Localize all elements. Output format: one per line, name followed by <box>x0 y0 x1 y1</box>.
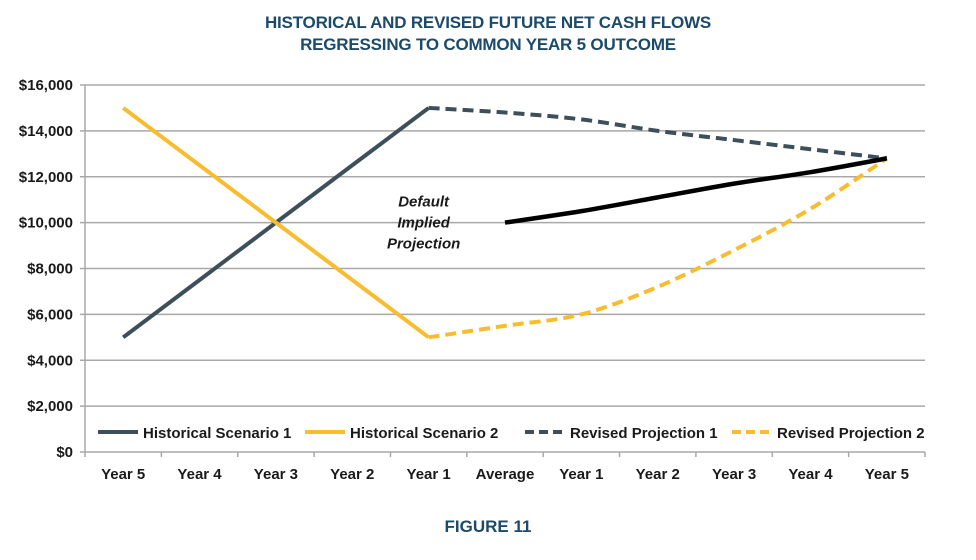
y-tick-label: $8,000 <box>27 261 73 278</box>
legend-label: Revised Projection 2 <box>777 425 925 442</box>
series-line-revised-projection-2 <box>428 156 888 340</box>
legend-label: Historical Scenario 1 <box>143 425 291 442</box>
legend: Historical Scenario 1 Historical Scenario… <box>98 425 925 442</box>
annotations: Default Implied Projection <box>387 194 460 253</box>
y-tick-label: $2,000 <box>27 398 73 415</box>
x-tick-label: Year 1 <box>559 466 603 483</box>
legend-item: Historical Scenario 2 <box>305 425 498 442</box>
x-tick-label: Year 4 <box>788 466 833 483</box>
annotation-text-line: Projection <box>387 236 460 253</box>
x-tick-label: Year 1 <box>407 466 451 483</box>
legend-item: Revised Projection 1 <box>525 425 718 442</box>
x-tick-label: Year 5 <box>101 466 145 483</box>
legend-item: Revised Projection 2 <box>732 425 925 442</box>
x-tick-label: Average <box>476 466 535 483</box>
y-tick-label: $16,000 <box>19 77 73 94</box>
annotation-text-line: Default <box>398 194 450 211</box>
annotation-text-line: Implied <box>397 215 450 232</box>
legend-label: Revised Projection 1 <box>570 425 718 442</box>
y-tick-label: $14,000 <box>19 123 73 140</box>
x-tick-label: Year 2 <box>330 466 374 483</box>
x-axis-ticks: Year 5 Year 4 Year 3 Year 2 Year 1 Average Yea… <box>84 452 926 483</box>
legend-label: Historical Scenario 2 <box>350 425 498 442</box>
x-tick-label: Year 3 <box>254 466 298 483</box>
y-tick-label: $0 <box>56 444 73 461</box>
chart-title: HISTORICAL AND REVISED FUTURE NET CASH F… <box>0 12 976 56</box>
x-tick-label: Year 5 <box>865 466 909 483</box>
chart-title-line-2: REGRESSING TO COMMON YEAR 5 OUTCOME <box>300 35 676 54</box>
chart-title-line-1: HISTORICAL AND REVISED FUTURE NET CASH F… <box>264 13 712 32</box>
legend-item: Historical Scenario 1 <box>98 425 291 442</box>
y-tick-label: $12,000 <box>19 169 73 186</box>
figure-label: FIGURE 11 <box>444 517 532 536</box>
series-lines <box>121 105 888 340</box>
x-tick-label: Year 3 <box>712 466 756 483</box>
series-line-revised-projection-1 <box>428 105 888 161</box>
y-tick-label: $4,000 <box>27 352 73 369</box>
x-tick-label: Year 4 <box>177 466 222 483</box>
y-axis-ticks: $0 $2,000 $4,000 $6,000 $8,000 $10,000 $12,000… <box>19 77 85 461</box>
y-tick-label: $10,000 <box>19 215 73 232</box>
gridlines <box>85 84 925 407</box>
x-tick-label: Year 2 <box>636 466 680 483</box>
y-tick-label: $6,000 <box>27 306 73 323</box>
series-line-default-implied-projection <box>504 156 888 225</box>
